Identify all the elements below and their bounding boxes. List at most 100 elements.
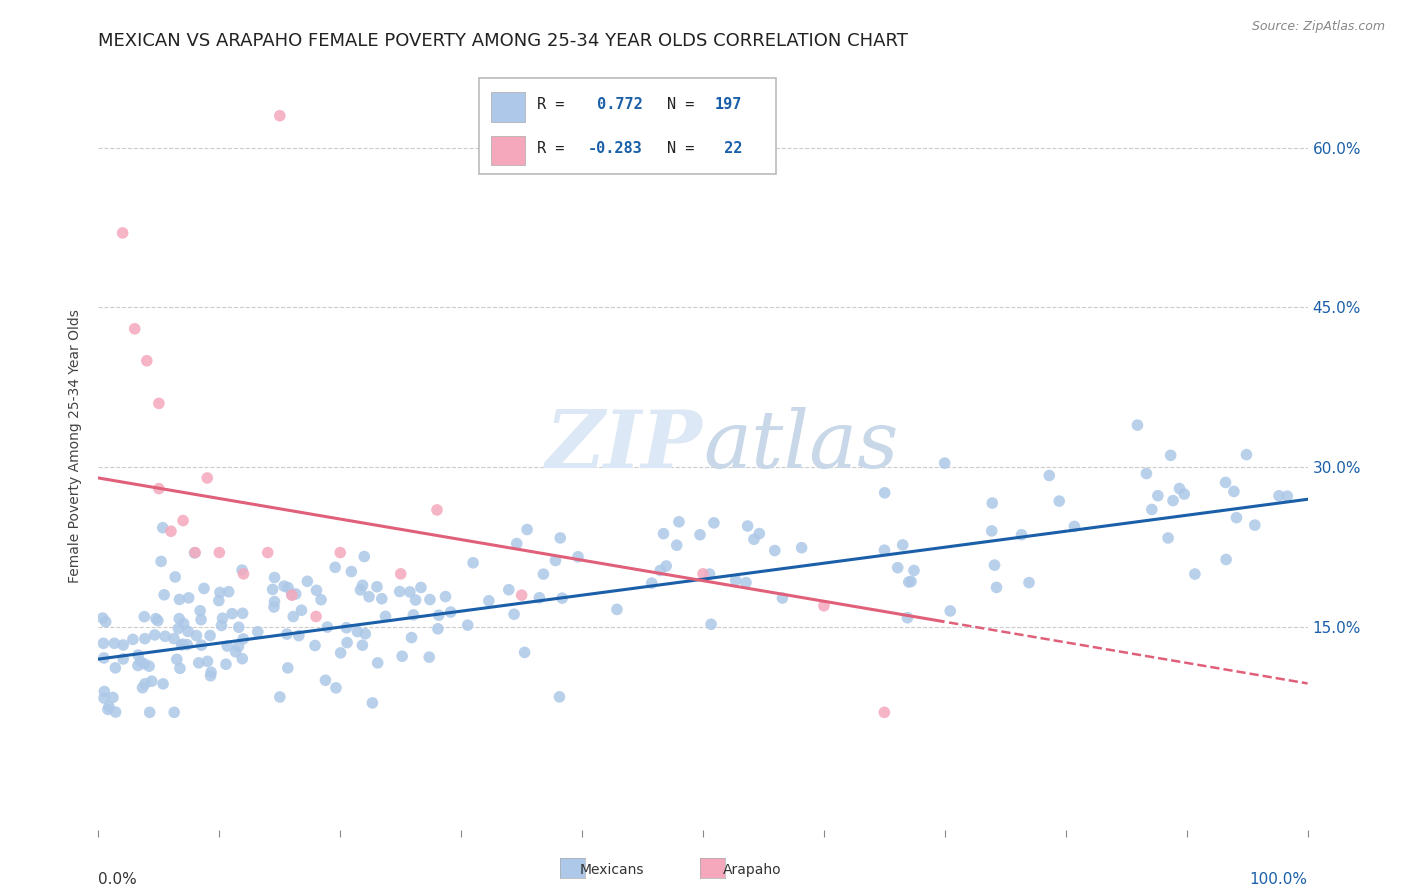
Point bbox=[165, 570, 187, 584]
Point bbox=[153, 588, 176, 602]
Point bbox=[228, 620, 250, 634]
Point bbox=[357, 590, 380, 604]
Point bbox=[91, 611, 114, 625]
Point bbox=[980, 524, 1002, 538]
Point bbox=[346, 624, 368, 639]
Point bbox=[652, 526, 675, 541]
Point bbox=[273, 579, 295, 593]
Point bbox=[903, 564, 925, 578]
Point bbox=[160, 524, 183, 539]
Point bbox=[198, 628, 221, 642]
Point bbox=[153, 629, 176, 643]
Point bbox=[513, 645, 536, 659]
Point bbox=[281, 588, 304, 602]
Point bbox=[1243, 518, 1265, 533]
Point bbox=[173, 616, 195, 631]
Point bbox=[606, 602, 628, 616]
Y-axis label: Female Poverty Among 25-34 Year Olds: Female Poverty Among 25-34 Year Olds bbox=[69, 309, 83, 583]
Point bbox=[232, 566, 254, 581]
Point bbox=[135, 353, 157, 368]
Point bbox=[813, 599, 835, 613]
Point bbox=[544, 553, 567, 567]
Point bbox=[655, 559, 678, 574]
Text: R =: R = bbox=[537, 97, 565, 112]
Point bbox=[873, 543, 896, 558]
Point bbox=[665, 538, 688, 552]
Point bbox=[689, 527, 711, 541]
Point bbox=[1215, 552, 1237, 566]
Point bbox=[263, 594, 285, 608]
Point bbox=[93, 691, 115, 706]
Point bbox=[127, 648, 149, 662]
Point bbox=[402, 607, 425, 622]
Point bbox=[700, 617, 723, 632]
Point bbox=[184, 545, 207, 559]
Point bbox=[290, 603, 312, 617]
Point bbox=[316, 620, 339, 634]
Text: N =: N = bbox=[666, 141, 695, 156]
Point bbox=[186, 629, 208, 643]
Point bbox=[138, 659, 160, 673]
Point bbox=[737, 519, 759, 533]
Point bbox=[305, 583, 328, 598]
Point bbox=[551, 591, 574, 606]
Point bbox=[1277, 489, 1299, 503]
Point bbox=[886, 560, 908, 574]
Point bbox=[548, 690, 571, 704]
Point bbox=[232, 632, 254, 646]
Point bbox=[1268, 489, 1291, 503]
Point bbox=[148, 396, 170, 410]
Point bbox=[763, 543, 786, 558]
Point bbox=[668, 515, 690, 529]
Point bbox=[169, 661, 191, 675]
Point bbox=[1225, 510, 1247, 524]
Point bbox=[354, 627, 377, 641]
Text: 0.0%: 0.0% bbox=[98, 871, 138, 887]
Point bbox=[200, 669, 222, 683]
Point bbox=[366, 580, 388, 594]
Point bbox=[297, 574, 319, 589]
Point bbox=[419, 592, 441, 607]
Text: Arapaho: Arapaho bbox=[723, 863, 782, 877]
Point bbox=[529, 591, 551, 605]
Point bbox=[127, 658, 149, 673]
Point bbox=[1215, 475, 1237, 490]
Point bbox=[145, 612, 167, 626]
Text: Mexicans: Mexicans bbox=[579, 863, 644, 877]
Point bbox=[177, 624, 200, 639]
Point bbox=[531, 567, 554, 582]
Point bbox=[703, 516, 725, 530]
Point bbox=[284, 587, 307, 601]
Point bbox=[277, 661, 299, 675]
Point bbox=[166, 652, 188, 666]
Point bbox=[1011, 527, 1033, 541]
Point bbox=[896, 611, 918, 625]
Text: 100.0%: 100.0% bbox=[1250, 871, 1308, 887]
Point bbox=[401, 631, 423, 645]
Point bbox=[190, 613, 212, 627]
Point bbox=[124, 322, 146, 336]
Point bbox=[172, 514, 194, 528]
Point bbox=[112, 652, 135, 666]
Point bbox=[389, 566, 412, 581]
Text: -0.283: -0.283 bbox=[588, 141, 643, 156]
Point bbox=[138, 706, 160, 720]
Point bbox=[426, 622, 449, 636]
Text: Source: ZipAtlas.com: Source: ZipAtlas.com bbox=[1251, 20, 1385, 33]
Point bbox=[352, 638, 374, 652]
Text: 0.772: 0.772 bbox=[588, 97, 643, 112]
Point bbox=[134, 609, 156, 624]
Point bbox=[228, 640, 250, 654]
Point bbox=[1038, 468, 1060, 483]
Point bbox=[309, 592, 332, 607]
Point bbox=[246, 624, 269, 639]
Text: atlas: atlas bbox=[703, 408, 898, 484]
Point bbox=[1147, 489, 1170, 503]
Point bbox=[329, 646, 352, 660]
Point bbox=[329, 545, 352, 559]
Point bbox=[405, 593, 427, 607]
Point bbox=[1063, 519, 1085, 533]
Point bbox=[177, 591, 200, 605]
Point bbox=[748, 526, 770, 541]
Point bbox=[269, 109, 291, 123]
